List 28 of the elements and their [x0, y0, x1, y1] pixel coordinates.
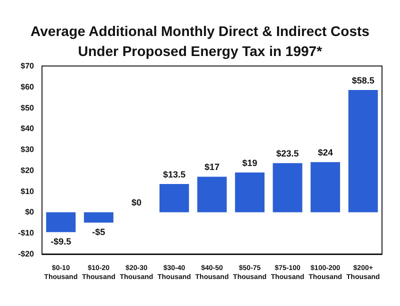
data-label: -$5 [92, 227, 106, 238]
y-tick-label: $40 [20, 124, 35, 134]
y-tick-label: $50 [20, 103, 35, 112]
bar [348, 90, 378, 212]
bar [159, 184, 189, 212]
y-tick-label: $70 [20, 62, 35, 70]
y-tick-label: $30 [20, 145, 35, 154]
bar [310, 162, 340, 212]
data-label: $0 [131, 198, 142, 208]
bar [235, 172, 265, 212]
y-tick-label: -$10 [18, 228, 35, 238]
data-label: $19 [242, 158, 258, 168]
data-label: $23.5 [276, 148, 299, 159]
y-tick-label: -$20 [18, 250, 35, 258]
data-label: $13.5 [162, 170, 186, 180]
bar [46, 212, 76, 232]
data-label: $58.5 [352, 76, 374, 86]
y-tick-label: $10 [20, 186, 35, 196]
y-tick-label: $20 [20, 166, 35, 175]
bar [272, 163, 302, 212]
y-tick-label: $0 [25, 208, 35, 217]
data-label: $17 [204, 162, 220, 172]
y-tick-label: $60 [20, 82, 35, 92]
chart-title: Average Additional Monthly Direct & Indirect Costs Under Proposed Energy Tax in 1997* [30, 23, 370, 59]
bar [197, 176, 227, 212]
bar [84, 212, 114, 223]
data-label: -$9.5 [50, 236, 72, 247]
data-label: $24 [318, 148, 333, 158]
